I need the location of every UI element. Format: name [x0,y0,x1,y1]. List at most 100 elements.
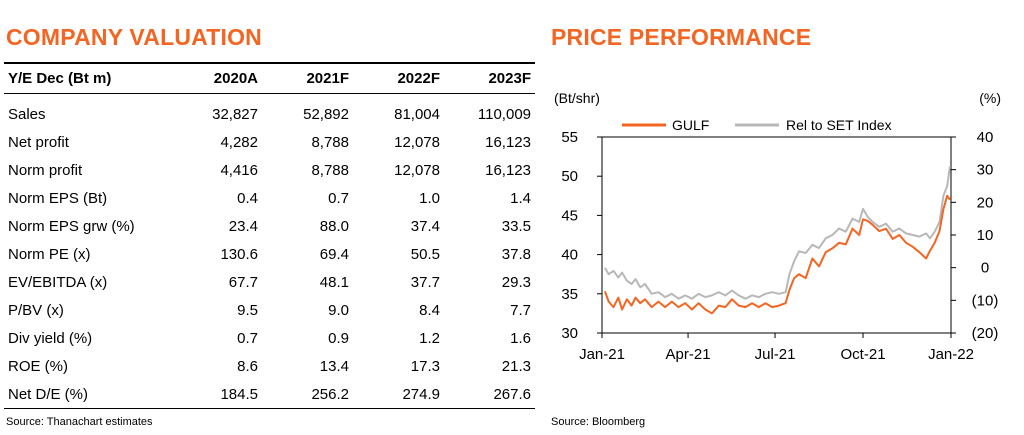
table-cell: 8,788 [311,161,349,179]
performance-source-note: Source: Bloomberg [551,416,646,428]
row-label: Net profit [8,133,69,151]
right-axis-tick-label: 20 [977,194,994,211]
table-cell: 184.5 [171,380,262,409]
performance-title: PRICE PERFORMANCE [551,24,812,50]
table-cell: 16,123 [485,161,531,179]
table-cell: 69.4 [319,245,349,263]
valuation-table: Y/E Dec (Bt m) 2020A 2021F 2022F 2023F S… [4,62,535,409]
column-header: 2022F [353,62,444,94]
left-axis-tick-label: 35 [561,286,578,303]
left-axis-label: (Bt/shr) [554,90,600,106]
table-cell: 33.5 [501,217,531,235]
row-label: Div yield (%) [8,329,93,347]
left-axis-tick-label: 30 [561,325,578,342]
series-line-gulf [603,194,951,315]
right-axis-tick-label: 10 [977,227,994,244]
table-cell: 17.3 [410,357,440,375]
table-cell: 81,004 [394,105,440,123]
column-header: 2023F [444,62,535,94]
right-axis-tick-label: 0 [981,260,989,277]
row-label: ROE (%) [8,357,68,375]
row-label: EV/EBITDA (x) [8,273,108,291]
table-cell: 7.7 [510,301,531,319]
table-cell: 4,416 [220,161,258,179]
legend-label-rel-to-set-index: Rel to SET Index [786,117,892,133]
table-row: Sales 32,827 52,892 81,004 110,009 [4,94,535,129]
table-cell: 12,078 [394,133,440,151]
valuation-table-body: Sales 32,827 52,892 81,004 110,009 Net profit… [4,94,535,409]
valuation-title: COMPANY VALUATION [6,24,262,50]
row-label: Net D/E (%) [4,380,171,409]
table-cell: 37.8 [501,245,531,263]
table-cell: 9.5 [237,301,258,319]
left-axis: 30 35 40 45 50 55 [561,129,602,342]
row-label: Norm profit [8,161,83,179]
table-cell: 23.4 [228,217,258,235]
table-cell: 267.6 [444,380,535,409]
table-cell: 67.7 [228,273,258,291]
table-cell: 0.7 [328,189,349,207]
legend: GULF Rel to SET Index [622,117,892,133]
table-row: P/BV (x) 9.5 9.0 8.4 7.7 [4,296,535,324]
column-header: Y/E Dec (Bt m) [4,62,171,94]
table-row: Norm profit 4,416 8,788 12,078 16,123 [4,156,535,184]
table-cell: 52,892 [303,105,349,123]
row-label: P/BV (x) [8,301,64,319]
legend-label-gulf: GULF [672,117,709,133]
table-row: Div yield (%) 0.7 0.9 1.2 1.6 [4,324,535,352]
row-label: Norm EPS (Bt) [8,189,108,207]
table-row: Net profit 4,282 8,788 12,078 16,123 [4,128,535,156]
left-axis-tick-label: 50 [561,168,578,185]
table-row: Norm PE (x) 130.6 69.4 50.5 37.8 [4,240,535,268]
price-performance-chart: 30 35 40 45 50 55 (20) (10) 0 10 20 30 40 Jan-21 Apr… [554,90,1001,363]
x-axis-tick-label: Jan-22 [928,346,974,363]
table-cell: 1.4 [510,189,531,207]
x-axis-tick-label: Apr-21 [666,346,711,363]
right-axis-tick-label: (10) [972,292,999,309]
table-cell: 0.9 [328,329,349,347]
table-cell: 50.5 [410,245,440,263]
table-row: EV/EBITDA (x) 67.7 48.1 37.7 29.3 [4,268,535,296]
x-axis-tick-label: Jan-21 [579,346,625,363]
table-cell: 8.6 [237,357,258,375]
table-row: ROE (%) 8.6 13.4 17.3 21.3 [4,352,535,380]
table-cell: 37.4 [410,217,440,235]
row-label: Sales [8,105,46,123]
table-row: Norm EPS grw (%) 23.4 88.0 37.4 33.5 [4,212,535,240]
row-label: Norm EPS grw (%) [8,217,135,235]
table-cell: 37.7 [410,273,440,291]
table-cell: 256.2 [262,380,353,409]
left-axis-tick-label: 40 [561,247,578,264]
valuation-source-note: Source: Thanachart estimates [6,416,153,428]
right-axis-tick-label: 30 [977,162,994,179]
table-cell: 0.4 [237,189,258,207]
right-axis: (20) (10) 0 10 20 30 40 [951,129,998,342]
table-cell: 110,009 [477,105,531,123]
plot-area [601,136,952,334]
row-label: Norm PE (x) [8,245,91,263]
right-axis-tick-label: (20) [972,325,999,342]
table-cell: 1.2 [419,329,440,347]
column-header: 2020A [171,62,262,94]
left-axis-tick-label: 45 [561,207,578,224]
table-cell: 29.3 [501,273,531,291]
series-line-rel-to-set-index [604,166,951,300]
right-axis-tick-label: 40 [977,129,994,146]
table-cell: 8,788 [311,133,349,151]
left-axis-tick-label: 55 [561,129,578,146]
table-row: Net D/E (%) 184.5 256.2 274.9 267.6 [4,380,535,409]
table-cell: 88.0 [319,217,349,235]
x-axis: Jan-21 Apr-21 Jul-21 Oct-21 Jan-22 [579,333,974,363]
table-cell: 12,078 [394,161,440,179]
right-axis-label: (%) [979,90,1001,106]
table-cell: 16,123 [485,133,531,151]
table-row: Norm EPS (Bt) 0.4 0.7 1.0 1.4 [4,184,535,212]
table-cell: 21.3 [501,357,531,375]
table-header-row: Y/E Dec (Bt m) 2020A 2021F 2022F 2023F [4,62,535,94]
table-cell: 32,827 [212,105,258,123]
table-cell: 274.9 [353,380,444,409]
table-cell: 9.0 [328,301,349,319]
column-header: 2021F [262,62,353,94]
table-cell: 1.6 [510,329,531,347]
table-cell: 1.0 [419,189,440,207]
